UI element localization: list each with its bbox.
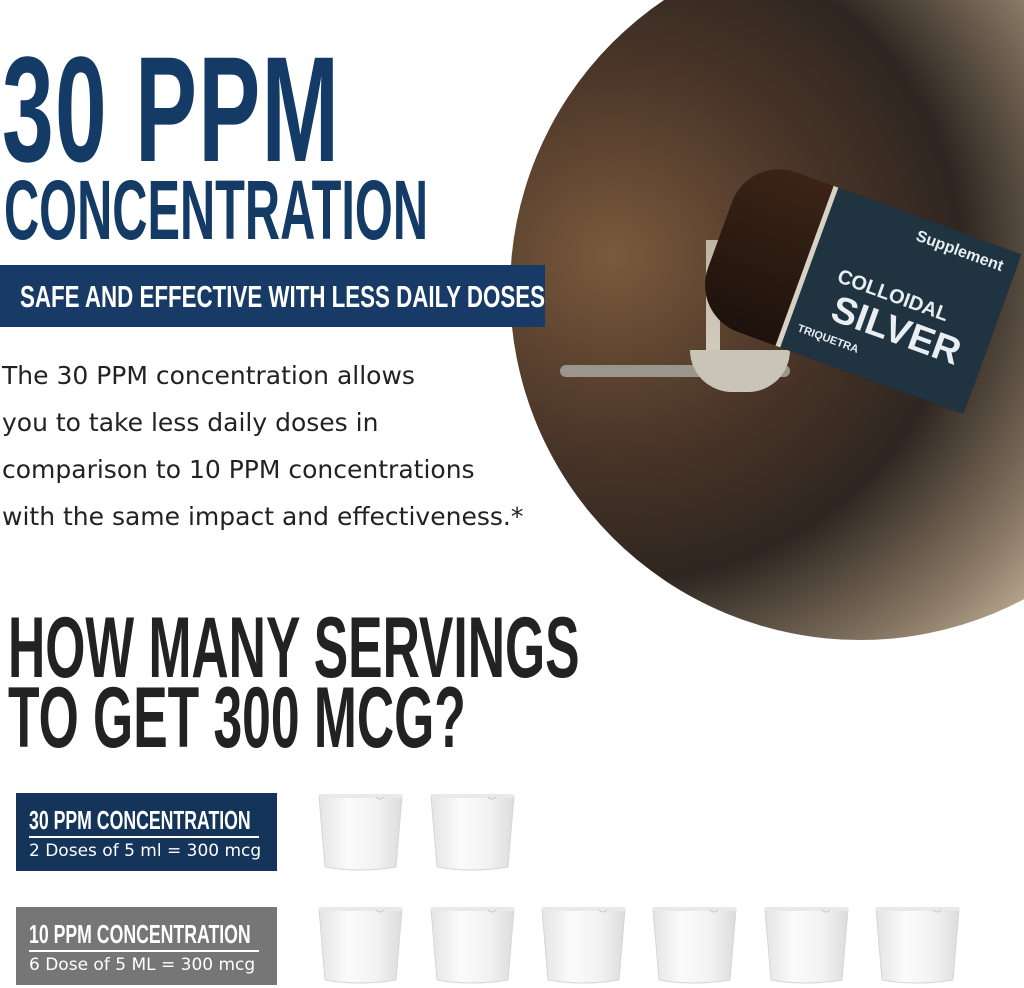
body-line: you to take less daily doses in xyxy=(2,408,379,437)
measuring-cup-icon xyxy=(430,906,515,984)
question-line2: TO GET 300 MCG? xyxy=(8,670,466,766)
comparison-box-10ppm: 10 PPM CONCENTRATION 6 Dose of 5 ML = 30… xyxy=(16,907,277,985)
question-line1: HOW MANY SERVINGS xyxy=(8,600,580,696)
body-text: The 30 PPM concentration allows you to t… xyxy=(2,352,542,540)
body-line: comparison to 10 PPM concentrations xyxy=(2,455,475,484)
headline-big: 30 PPM xyxy=(2,25,341,193)
banner: SAFE AND EFFECTIVE WITH LESS DAILY DOSES xyxy=(0,265,545,327)
comparison-box-30ppm: 30 PPM CONCENTRATION 2 Doses of 5 ml = 3… xyxy=(16,793,277,871)
bottle-label: TRIQUETRA COLLOIDAL SILVER Supplement xyxy=(775,185,1022,415)
body-line: with the same impact and effectiveness.* xyxy=(2,502,524,531)
measuring-cup-icon xyxy=(318,906,403,984)
measuring-cup-icon xyxy=(430,793,515,871)
body-line: The 30 PPM concentration allows xyxy=(2,361,415,390)
comparison-title: 10 PPM CONCENTRATION xyxy=(29,919,251,949)
measuring-cup-icon xyxy=(541,906,626,984)
measuring-cup-icon xyxy=(875,906,960,984)
product-photo: TRIQUETRA COLLOIDAL SILVER Supplement xyxy=(510,0,1024,640)
measuring-cup-icon xyxy=(764,906,849,984)
comparison-detail: 2 Doses of 5 ml = 300 mcg xyxy=(29,841,262,861)
comparison-title: 30 PPM CONCENTRATION xyxy=(29,805,251,835)
headline-sub: CONCENTRATION xyxy=(4,163,429,257)
measuring-cup-icon xyxy=(652,906,737,984)
banner-text: SAFE AND EFFECTIVE WITH LESS DAILY DOSES xyxy=(20,279,546,314)
divider xyxy=(29,950,259,952)
label-top-text: Supplement xyxy=(913,227,1006,276)
comparison-detail: 6 Dose of 5 ML = 300 mcg xyxy=(29,955,256,975)
spoon-bowl xyxy=(690,350,790,392)
divider xyxy=(29,836,259,838)
measuring-cup-icon xyxy=(318,793,403,871)
